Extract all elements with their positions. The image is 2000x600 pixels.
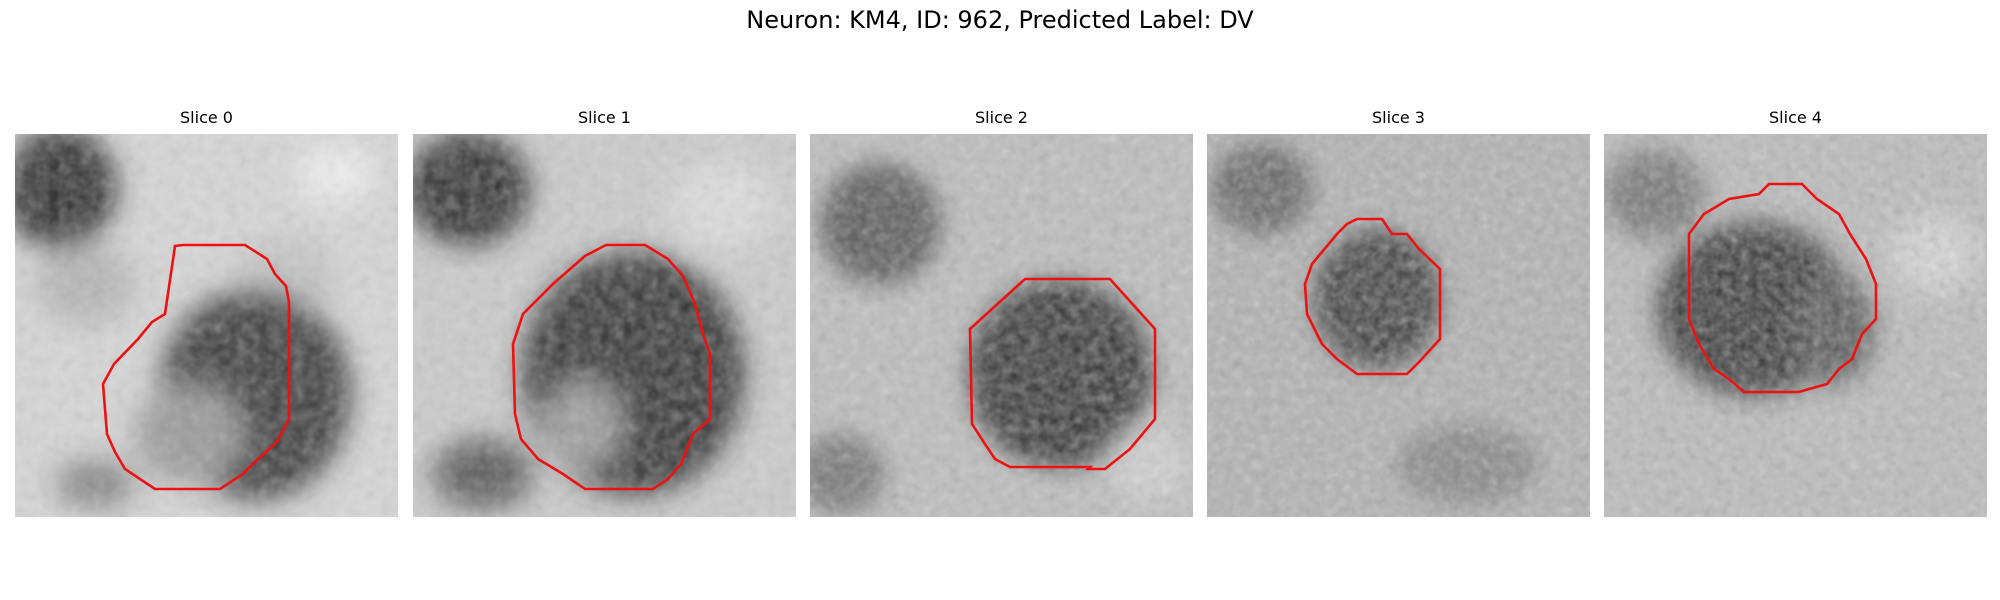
contour-4 (1687, 182, 1878, 394)
slice-panel-0: Slice 0 (15, 108, 398, 517)
slice-title-2: Slice 2 (975, 108, 1028, 127)
slice-image-4 (1604, 134, 1987, 517)
slice-title-1: Slice 1 (578, 108, 631, 127)
contour-3 (1303, 217, 1442, 376)
slice-panel-1: Slice 1 (413, 108, 796, 517)
slice-image-1 (413, 134, 796, 517)
slice-title-0: Slice 0 (180, 108, 233, 127)
slice-panel-4: Slice 4 (1604, 108, 1987, 517)
slice-image-3 (1207, 134, 1590, 517)
contour-2 (968, 277, 1157, 471)
slice-title-3: Slice 3 (1372, 108, 1425, 127)
contour-1 (511, 243, 712, 491)
slice-panel-2: Slice 2 (810, 108, 1193, 517)
contour-0 (101, 243, 291, 491)
slice-title-4: Slice 4 (1769, 108, 1822, 127)
figure-title: Neuron: KM4, ID: 962, Predicted Label: D… (746, 6, 1254, 34)
slice-panel-3: Slice 3 (1207, 108, 1590, 517)
slice-image-0 (15, 134, 398, 517)
slice-image-2 (810, 134, 1193, 517)
